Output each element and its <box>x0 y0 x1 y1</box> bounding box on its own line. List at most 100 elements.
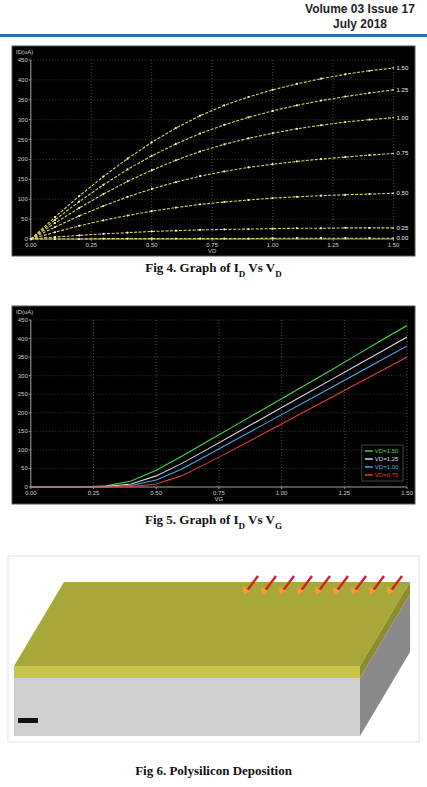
marker <box>54 216 56 218</box>
marker <box>320 124 322 126</box>
grid-line <box>218 320 219 487</box>
marker <box>78 225 80 227</box>
grid-line <box>31 320 407 321</box>
volume: Volume 03 Issue 17 <box>305 2 415 16</box>
marker <box>247 228 249 230</box>
legend-swatch <box>365 466 373 468</box>
arrow-head <box>315 587 322 595</box>
grid-line <box>151 60 152 239</box>
marker <box>175 127 177 129</box>
y-axis <box>30 60 31 239</box>
tick-label: 0.25 <box>85 242 97 248</box>
marker <box>78 234 80 236</box>
series-line <box>31 68 394 239</box>
marker <box>102 219 104 221</box>
line-label: 1.50 <box>397 65 409 71</box>
grid-line <box>31 468 407 469</box>
marker <box>102 175 104 177</box>
grid-line <box>31 219 394 220</box>
marker <box>151 155 153 157</box>
marker <box>223 238 225 240</box>
line-label: 1.25 <box>397 87 409 93</box>
marker <box>368 92 370 94</box>
arrow-head <box>279 587 286 595</box>
series-line <box>31 193 394 239</box>
tick-label: 50 <box>21 465 28 471</box>
header-rule <box>0 34 427 37</box>
line-label: 1.00 <box>397 115 409 121</box>
marker <box>393 117 394 119</box>
marker <box>368 154 370 156</box>
series-line <box>31 326 407 487</box>
marker <box>344 227 346 229</box>
marker <box>247 116 249 118</box>
tick-label: 400 <box>18 336 29 342</box>
tick-label: 100 <box>18 196 29 202</box>
grid-line <box>31 431 407 432</box>
marker <box>175 206 177 208</box>
caption: Fig 4. Graph of ID Vs VD <box>145 260 282 279</box>
legend-swatch <box>365 474 373 476</box>
marker <box>126 214 128 216</box>
marker <box>296 227 298 229</box>
tick-label: 0.75 <box>206 242 218 248</box>
tick-label: 150 <box>18 428 29 434</box>
marker <box>102 184 104 186</box>
tick-label: 1.50 <box>401 490 413 496</box>
line-label: 0.75 <box>397 150 409 156</box>
series-line <box>31 228 394 239</box>
marker <box>296 160 298 162</box>
tick-label: 200 <box>18 410 29 416</box>
marker <box>175 238 177 240</box>
marker <box>393 192 394 194</box>
tick-label: 1.50 <box>388 242 400 248</box>
substrate-side <box>360 594 410 736</box>
deposition-arrow <box>390 576 402 592</box>
marker <box>78 195 80 197</box>
marker <box>78 215 80 217</box>
data-group <box>31 326 407 487</box>
grid-line <box>31 79 394 80</box>
marker <box>344 156 346 158</box>
y-axis <box>30 320 31 487</box>
marker <box>54 231 56 233</box>
tick-label: 0.25 <box>88 490 100 496</box>
marker <box>199 238 201 240</box>
marker <box>247 166 249 168</box>
series-line <box>31 238 394 240</box>
marker <box>31 238 32 240</box>
tick-label: 300 <box>18 373 29 379</box>
marker <box>272 163 274 165</box>
deposition-arrow <box>336 576 348 592</box>
grid-line <box>31 199 394 200</box>
marker <box>247 96 249 98</box>
marker <box>320 158 322 160</box>
tick-label: 1.25 <box>327 242 339 248</box>
tick-label: 350 <box>18 354 29 360</box>
arrow-head <box>261 587 268 595</box>
marker <box>175 230 177 232</box>
grid-line <box>393 60 394 239</box>
deposition-arrow <box>282 576 294 592</box>
data-group <box>31 67 394 240</box>
marker <box>272 237 274 239</box>
tick-label: 300 <box>18 117 29 123</box>
marker <box>199 203 201 205</box>
marker <box>296 237 298 239</box>
marker <box>320 195 322 197</box>
marker <box>223 104 225 106</box>
marker <box>344 73 346 75</box>
tick-label: 100 <box>18 447 29 453</box>
tick-label: 0.00 <box>25 242 37 248</box>
marker <box>151 141 153 143</box>
marker <box>31 238 32 240</box>
marker <box>247 238 249 240</box>
series-line <box>31 118 394 239</box>
marker <box>368 227 370 229</box>
marker <box>393 237 394 239</box>
marker <box>393 227 394 229</box>
tick-label: 250 <box>18 391 29 397</box>
marker <box>272 228 274 230</box>
plot-panel <box>12 306 415 504</box>
legend-label: VD=0.75 <box>375 472 399 478</box>
